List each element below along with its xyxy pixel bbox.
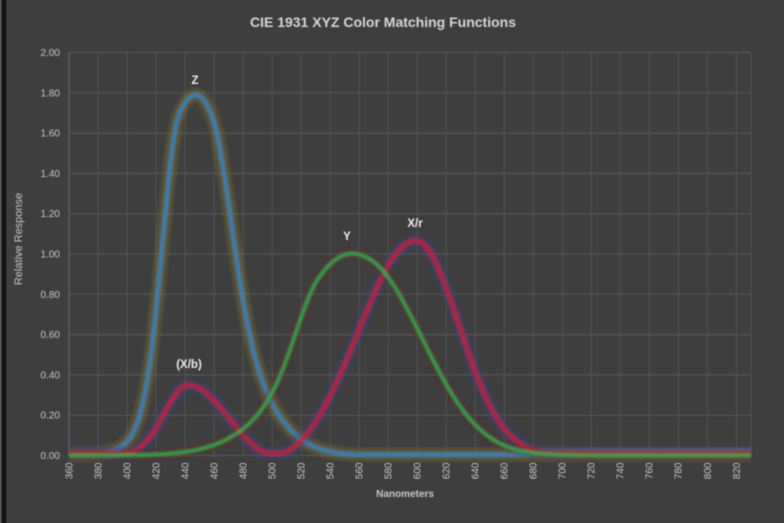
svg-text:1.40: 1.40	[41, 169, 61, 180]
svg-text:560: 560	[355, 462, 366, 479]
svg-text:1.60: 1.60	[41, 129, 61, 140]
svg-text:380: 380	[93, 462, 104, 479]
svg-text:1.80: 1.80	[41, 88, 61, 99]
svg-text:460: 460	[209, 462, 220, 479]
svg-text:820: 820	[732, 462, 743, 479]
svg-text:CIE 1931 XYZ Color Matching Fu: CIE 1931 XYZ Color Matching Functions	[250, 14, 516, 30]
svg-text:420: 420	[151, 462, 162, 479]
svg-text:1.00: 1.00	[41, 250, 61, 261]
svg-text:640: 640	[471, 462, 482, 479]
svg-text:800: 800	[703, 462, 714, 479]
svg-text:680: 680	[529, 462, 540, 479]
svg-text:620: 620	[442, 462, 453, 479]
svg-text:Nanometers: Nanometers	[376, 489, 434, 500]
svg-text:540: 540	[326, 462, 337, 479]
svg-text:0.20: 0.20	[41, 411, 61, 422]
svg-text:760: 760	[645, 462, 656, 479]
svg-text:0.80: 0.80	[41, 290, 61, 301]
svg-text:Relative Response: Relative Response	[13, 193, 25, 285]
svg-text:400: 400	[122, 462, 133, 479]
svg-text:720: 720	[587, 462, 598, 479]
svg-text:2.00: 2.00	[41, 48, 61, 59]
svg-text:Y: Y	[343, 231, 351, 243]
svg-text:740: 740	[616, 462, 627, 479]
svg-text:0.40: 0.40	[41, 370, 61, 381]
svg-text:(X/b): (X/b)	[176, 359, 202, 371]
svg-text:1.20: 1.20	[41, 209, 61, 220]
svg-text:700: 700	[558, 462, 569, 479]
svg-text:500: 500	[267, 462, 278, 479]
svg-text:360: 360	[64, 462, 75, 479]
svg-text:780: 780	[674, 462, 685, 479]
svg-text:600: 600	[413, 462, 424, 479]
svg-text:440: 440	[180, 462, 191, 479]
svg-text:0.00: 0.00	[41, 451, 61, 462]
svg-text:0.60: 0.60	[41, 330, 61, 341]
svg-text:Z: Z	[191, 75, 198, 87]
svg-text:X/r: X/r	[407, 218, 423, 230]
svg-text:480: 480	[238, 462, 249, 479]
svg-text:580: 580	[384, 462, 395, 479]
svg-text:660: 660	[500, 462, 511, 479]
svg-text:520: 520	[297, 462, 308, 479]
